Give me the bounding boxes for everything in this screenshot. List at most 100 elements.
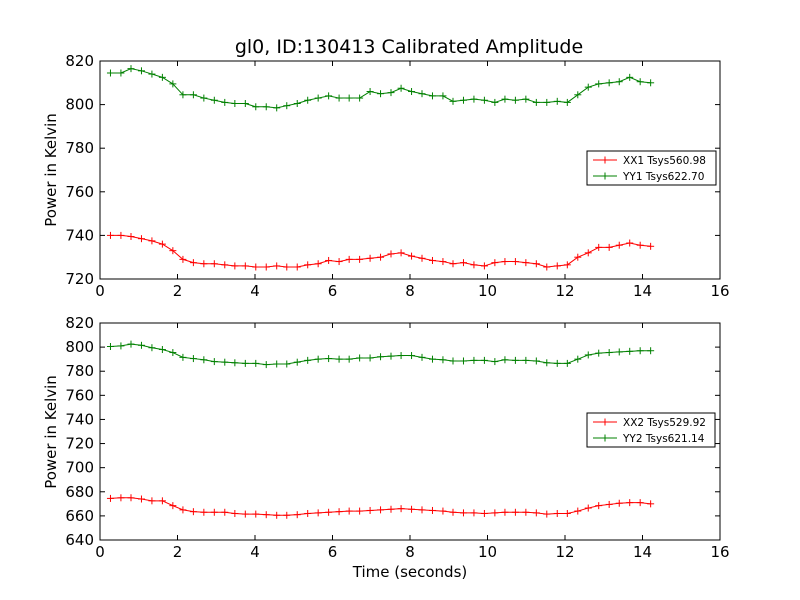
bottom-y-tick-label: 780 [65,362,94,380]
top-data-point [418,90,426,98]
bottom-data-point [210,508,218,516]
bottom-legend-box [586,412,716,448]
bottom-y-tick-label: 660 [65,507,94,525]
top-data-point [262,263,270,271]
bottom-data-point [231,509,239,517]
bottom-data-point [366,506,374,514]
top-data-point [459,259,467,267]
top-data-point [273,104,281,112]
top-data-point [137,235,145,243]
bottom-data-point [595,349,603,357]
bottom-data-point [511,356,519,364]
bottom-data-point [179,506,187,514]
bottom-data-point [397,352,405,360]
bottom-data-point [356,507,364,515]
top-data-point [293,263,301,271]
top-x-tick-label: 16 [710,282,729,300]
bottom-data-point [491,358,499,366]
top-data-point [439,92,447,100]
bottom-data-point [273,511,281,519]
top-data-point [241,100,249,108]
top-data-point [574,253,582,261]
legend-label-2: YY1 Tsys622.70 [622,171,704,183]
bottom-data-point [377,506,385,514]
bottom-data-point [106,494,114,502]
legend-label-1: XX2 Tsys529.92 [623,417,706,429]
bottom-data-point [408,352,416,360]
bottom-data-point [480,509,488,517]
bottom-data-point [459,357,467,365]
top-data-point [553,262,561,270]
top-data-point [626,239,634,247]
top-x-tick-label: 14 [633,282,652,300]
bottom-axis-ticks: 0 2 4 6 8 10 12 14 16 640 660 680 700 720 740 760 780 800… [65,314,729,561]
top-data-point [231,100,239,108]
bottom-data-point [636,347,644,355]
top-data-point [480,96,488,104]
bottom-data-point [511,508,519,516]
top-data-point [615,241,623,249]
top-data-point [169,80,177,88]
top-data-point [179,91,187,99]
bottom-data-point [262,361,270,369]
top-data-point [543,263,551,271]
top-data-point [314,94,322,102]
bottom-y-tick-label: 700 [65,459,94,477]
top-data-point [470,95,478,103]
bottom-data-point [200,508,208,516]
bottom-data-point [459,509,467,517]
top-data-point [387,89,395,97]
bottom-data-point [501,356,509,364]
bottom-data-point [117,494,125,502]
top-data-point [387,250,395,258]
top-data-point [377,253,385,261]
top-data-point [428,92,436,100]
bottom-data-point [428,355,436,363]
top-x-tick-label: 10 [478,282,497,300]
top-data-point [397,249,405,257]
top-data-point [304,261,312,269]
top-data-point [408,252,416,260]
bottom-data-point [387,505,395,513]
bottom-data-point [439,356,447,364]
top-x-tick-label: 6 [328,282,338,300]
top-data-point [252,103,260,111]
top-data-point [148,70,156,78]
top-data-point [595,243,603,251]
bottom-data-point [356,354,364,362]
bottom-x-tick-label: 10 [478,543,497,561]
bottom-data-point [563,359,571,367]
bottom-data-point [262,511,270,519]
top-data-point [169,247,177,255]
top-data-point [647,242,655,250]
bottom-data-point [252,510,260,518]
bottom-data-point [335,355,343,363]
bottom-y-tick-label: 680 [65,483,94,501]
top-data-point [179,255,187,263]
bottom-data-point [169,502,177,510]
top-data-point [356,94,364,102]
bottom-data-point [314,509,322,517]
top-data-point [470,261,478,269]
bottom-data-point [283,360,291,368]
top-data-point [356,255,364,263]
top-data-point [283,102,291,110]
top-data-point [449,97,457,105]
bottom-data-point [553,509,561,517]
bottom-data-point [501,508,509,516]
top-data-point [221,98,229,106]
bottom-plot-frame [99,322,721,541]
top-data-point [480,262,488,270]
bottom-data-point [189,508,197,516]
bottom-data-point [200,356,208,364]
top-x-tick-label: 0 [95,282,105,300]
bottom-data-point [428,506,436,514]
bottom-data-point [532,357,540,365]
top-data-point [459,96,467,104]
top-y-tick-label: 780 [65,139,94,157]
bottom-data-point [158,497,166,505]
top-data-point [605,79,613,87]
bottom-data-point [304,356,312,364]
bottom-data-point [449,508,457,516]
